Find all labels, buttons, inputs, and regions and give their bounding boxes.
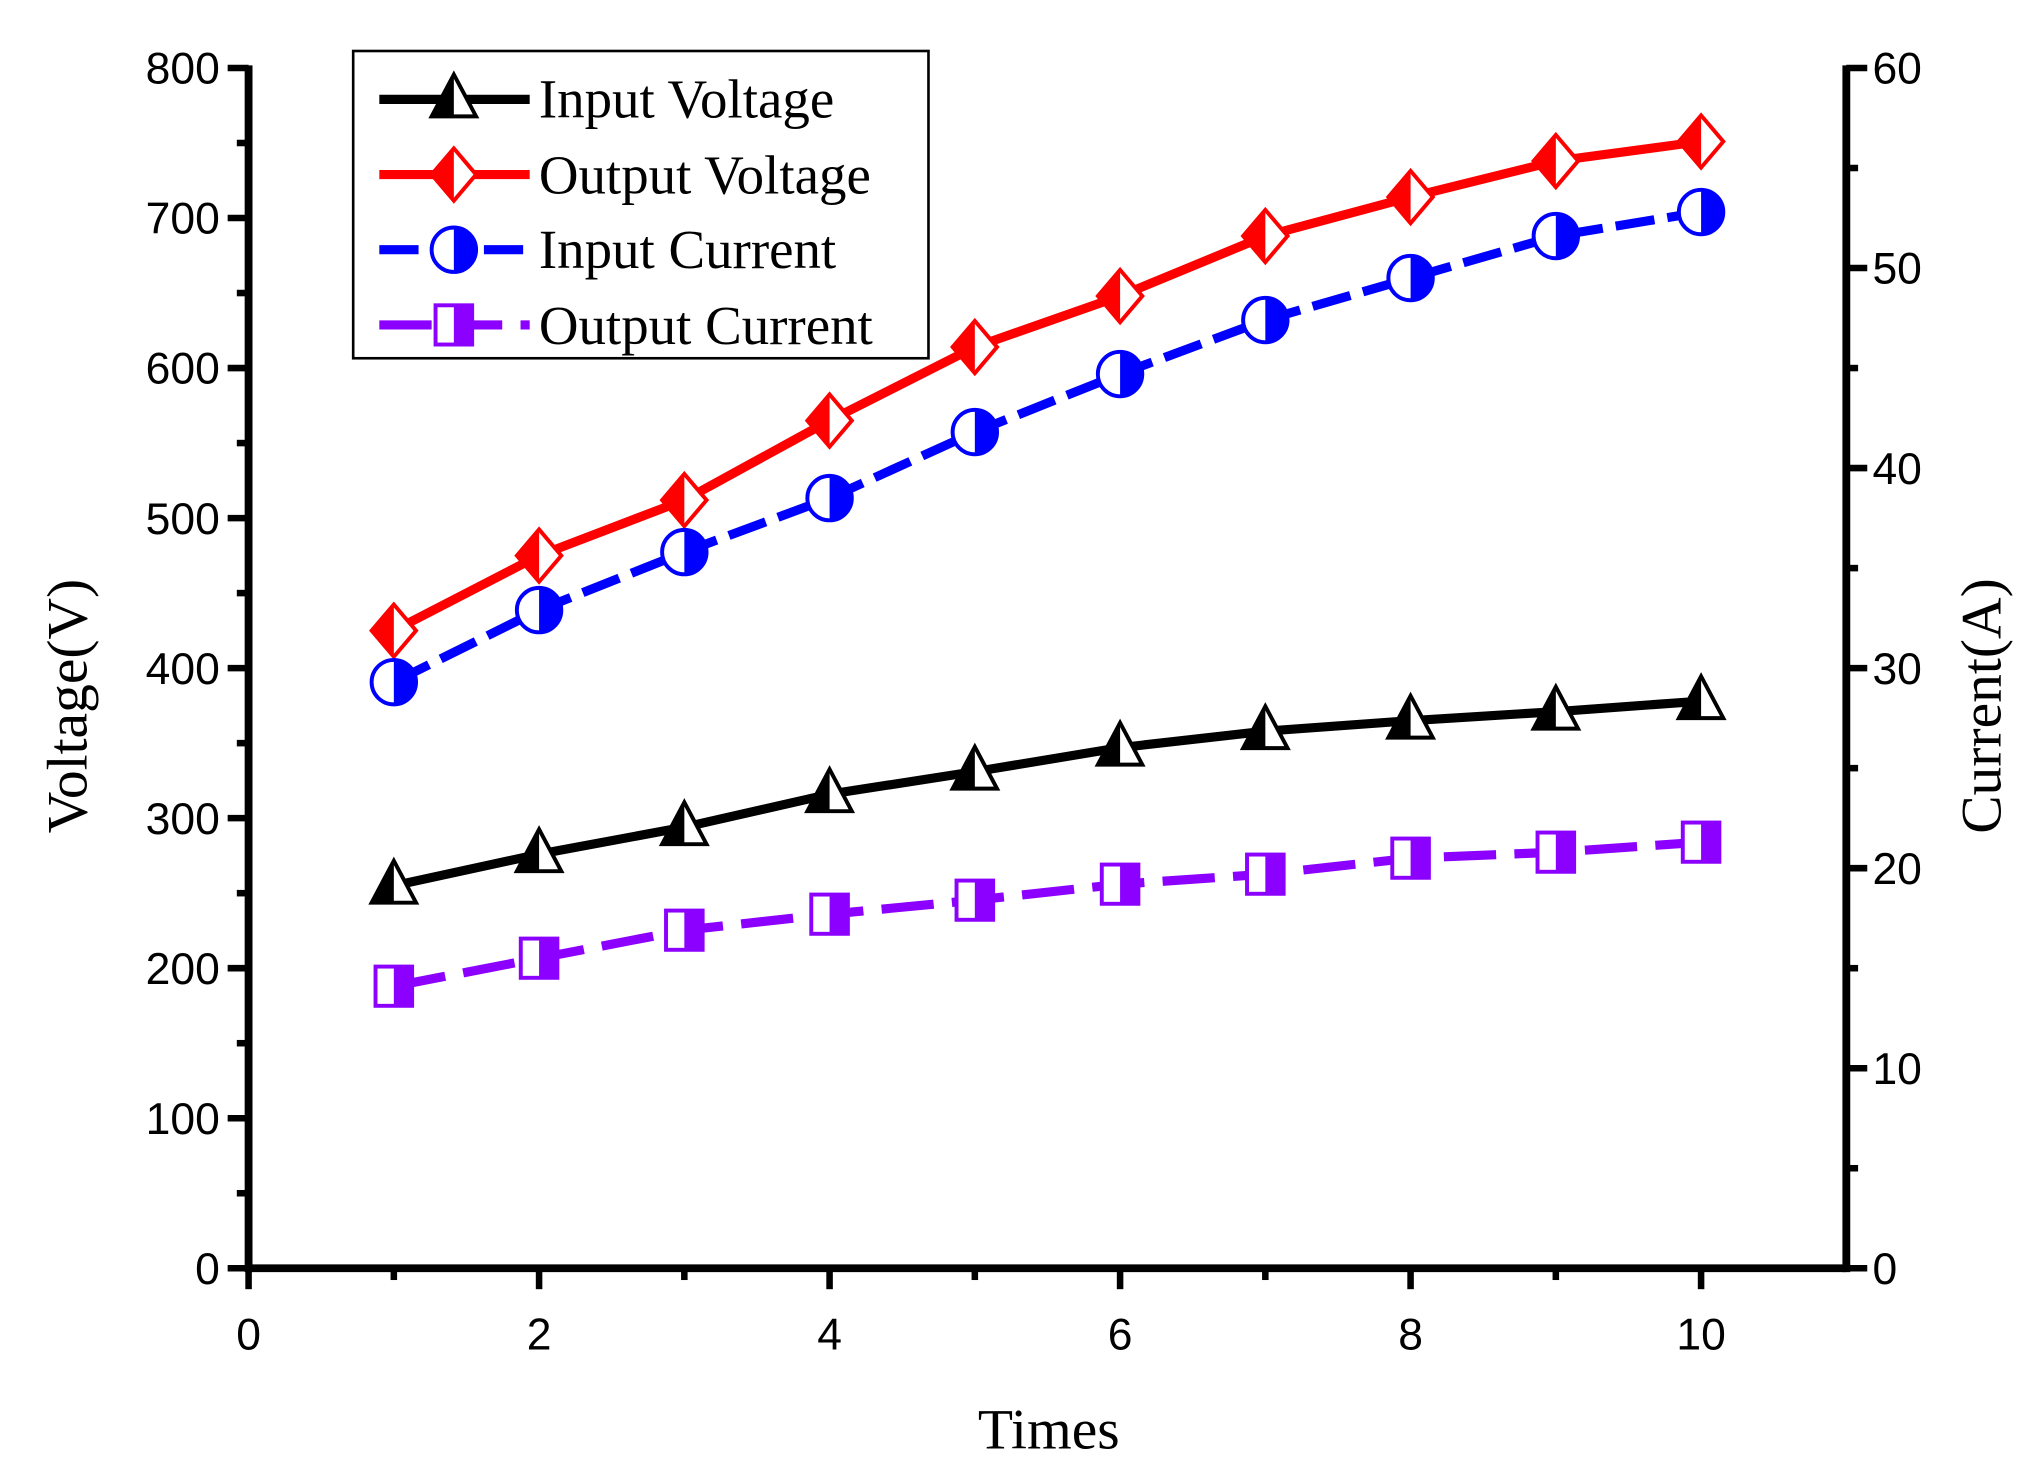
diamond-marker-fill (1533, 134, 1556, 188)
diamond-marker-fill (952, 320, 975, 374)
diamond-marker-fill (371, 604, 394, 657)
triangle-marker-fill (1678, 676, 1702, 719)
triangle-marker-fill (662, 802, 685, 845)
circle-marker-fill (453, 227, 477, 272)
diamond-marker-fill (1678, 115, 1702, 168)
circle-marker-fill (684, 529, 707, 575)
square-marker-fill (1120, 864, 1139, 904)
y2-tick-label: 10 (1872, 1045, 1921, 1094)
y-tick-label: 800 (146, 45, 220, 94)
triangle-marker-fill (1533, 686, 1556, 729)
square-marker-fill (974, 880, 994, 920)
diamond-marker-fill (1388, 170, 1411, 224)
legend-label: Output Voltage (539, 145, 871, 206)
circle-marker-fill (539, 587, 562, 633)
series-input-current (369, 187, 1726, 707)
circle-marker-fill (393, 659, 417, 705)
y2-tick-label: 30 (1872, 645, 1921, 694)
square-marker-fill (539, 938, 558, 978)
square-marker-fill (829, 894, 848, 934)
legend-label: Output Current (539, 295, 873, 356)
y-tick-label: 700 (146, 195, 220, 244)
triangle-marker-fill (371, 860, 394, 903)
y2-tick-label: 40 (1872, 445, 1921, 494)
diamond-marker-fill (807, 394, 830, 447)
series-output-current (373, 820, 1722, 1008)
y-tick-label: 400 (146, 645, 220, 694)
y2-axis-label: Current(A) (1951, 578, 2014, 834)
square-marker-fill (1701, 822, 1720, 862)
circle-marker-fill (1555, 213, 1579, 259)
y2-tick-label: 0 (1872, 1245, 1897, 1294)
circle-marker-fill (829, 475, 852, 521)
series-line (391, 136, 1702, 635)
series-line (391, 207, 1702, 687)
triangle-marker-fill (1097, 722, 1121, 765)
square-marker-fill (1265, 854, 1284, 894)
square-marker-fill (684, 910, 703, 950)
legend-label: Input Voltage (539, 69, 834, 130)
circle-marker-fill (974, 409, 998, 455)
series-line (392, 837, 1702, 991)
series-input-voltage (368, 672, 1727, 905)
x-axis-label: Times (978, 1399, 1120, 1462)
x-tick-label: 10 (1676, 1310, 1725, 1359)
square-marker-fill (1410, 838, 1429, 878)
triangle-marker-fill (516, 829, 540, 872)
square-marker-fill (393, 966, 413, 1006)
diamond-marker-fill (516, 529, 540, 582)
triangle-marker-fill (807, 769, 830, 812)
x-tick-label: 4 (817, 1310, 842, 1359)
x-tick-label: 0 (236, 1310, 261, 1359)
triangle-marker-fill (1388, 695, 1411, 738)
circle-marker-fill (1410, 255, 1433, 301)
square-marker-fill (453, 305, 473, 345)
y2-tick-label: 60 (1872, 45, 1921, 94)
y-axis-label: Voltage(V) (36, 579, 99, 834)
x-tick-label: 6 (1108, 1310, 1133, 1359)
y2-tick-label: 20 (1872, 845, 1921, 894)
y-tick-label: 600 (146, 345, 220, 394)
series-group (368, 112, 1727, 1008)
square-marker-fill (1555, 832, 1575, 872)
series-output-voltage (369, 112, 1726, 660)
x-tick-label: 2 (527, 1310, 552, 1359)
y-tick-label: 200 (146, 945, 220, 994)
y-tick-label: 100 (146, 1095, 220, 1144)
legend-label: Input Current (539, 219, 836, 280)
circle-marker-fill (1120, 351, 1143, 397)
diamond-marker-fill (1097, 269, 1121, 323)
diamond-marker-fill (662, 473, 685, 527)
y-tick-label: 0 (195, 1245, 220, 1294)
series-line (392, 696, 1702, 891)
y2-tick-label: 50 (1872, 245, 1921, 294)
legend: Input Voltage Output Voltage Input Curre… (351, 49, 930, 360)
y-tick-label: 300 (146, 795, 220, 844)
diamond-marker-fill (1243, 209, 1266, 263)
x-tick-label: 8 (1398, 1310, 1423, 1359)
circle-marker-fill (1701, 189, 1724, 235)
y-tick-label: 500 (146, 495, 220, 544)
circle-marker-fill (1265, 297, 1288, 343)
triangle-marker-fill (952, 746, 975, 789)
diamond-marker-fill (431, 148, 454, 201)
